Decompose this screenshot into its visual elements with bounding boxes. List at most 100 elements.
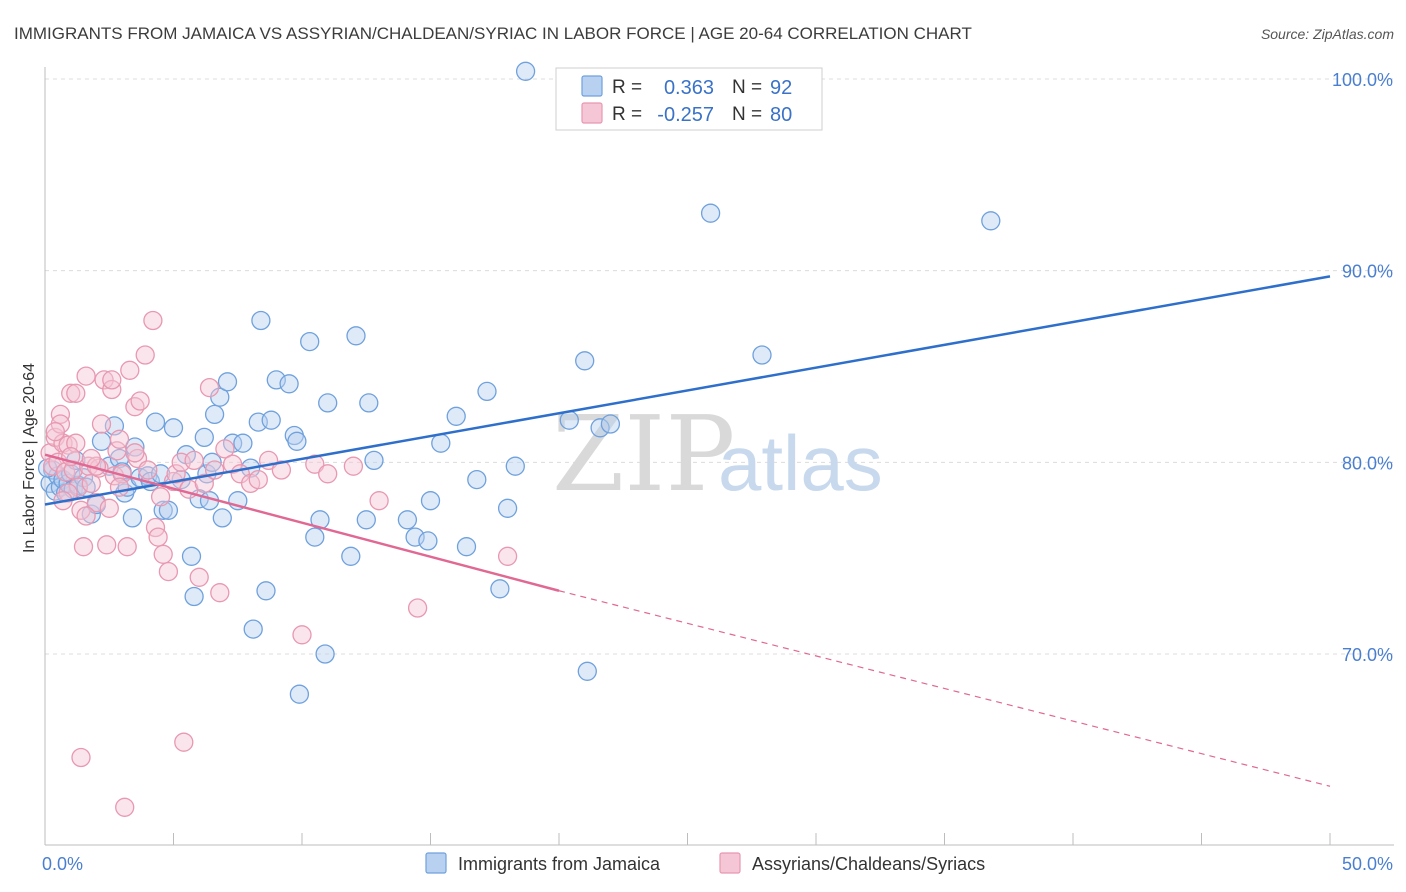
gridlines <box>45 78 1394 655</box>
data-point <box>600 414 621 434</box>
data-point <box>310 510 330 530</box>
data-point <box>251 310 271 331</box>
legend-swatch-blue <box>581 75 603 97</box>
data-point <box>125 397 145 417</box>
data-point <box>397 510 418 530</box>
data-point <box>215 439 235 459</box>
legend-series-1: Immigrants from Jamaica <box>458 854 661 874</box>
trend-line-assyrian <box>44 453 560 592</box>
data-point <box>217 372 238 392</box>
legend-bottom-swatch-blue <box>425 852 447 874</box>
data-point <box>364 450 384 471</box>
axes <box>44 67 1394 846</box>
data-point <box>266 370 286 390</box>
data-point <box>125 437 145 457</box>
data-point <box>91 414 112 434</box>
data-point <box>212 508 232 528</box>
data-point <box>194 473 214 494</box>
data-point <box>204 404 225 425</box>
data-point <box>261 410 281 430</box>
data-point <box>505 456 525 476</box>
data-point <box>369 491 389 511</box>
data-point <box>148 527 168 547</box>
data-point <box>981 211 1001 231</box>
data-point <box>315 644 335 664</box>
data-point <box>222 454 243 474</box>
y-tick-label-1: 80.0% <box>1342 453 1393 473</box>
data-point <box>292 625 312 645</box>
data-point <box>150 487 171 507</box>
data-point <box>346 326 366 346</box>
data-point <box>61 383 81 403</box>
data-point <box>497 498 518 518</box>
legend-series-2: Assyrians/Chaldeans/Syriacs <box>752 854 985 874</box>
data-point <box>189 567 209 587</box>
data-point <box>418 531 438 551</box>
data-point <box>210 583 230 603</box>
legend-r-value-1: 0.363 <box>664 77 714 99</box>
y-tick-label-0: 70.0% <box>1342 645 1393 665</box>
data-point <box>515 61 536 81</box>
data-point <box>343 456 364 476</box>
data-point <box>341 546 361 566</box>
data-point <box>122 508 143 528</box>
trend-lines <box>44 275 1331 787</box>
data-point <box>109 429 130 449</box>
legend-n-label-1: N = <box>732 77 762 98</box>
watermark-zip: ZIP <box>552 393 735 515</box>
legend-r-value-2: -0.257 <box>657 104 714 126</box>
data-point <box>318 393 338 413</box>
chart-title: IMMIGRANTS FROM JAMAICA VS ASSYRIAN/CHAL… <box>14 24 972 43</box>
data-point <box>300 331 320 352</box>
data-point <box>199 377 220 398</box>
x-tick-labels: 0.0% 50.0% <box>42 854 1393 874</box>
trend-line-assyrian-extrapolated <box>558 590 1331 787</box>
data-point <box>174 732 194 752</box>
data-point <box>76 506 96 526</box>
data-point <box>467 469 487 490</box>
data-point <box>243 619 263 639</box>
series-jamaica-points <box>37 61 1001 704</box>
data-point <box>91 431 112 451</box>
data-point <box>405 527 425 547</box>
chart-source: Source: ZipAtlas.com <box>1261 26 1394 42</box>
data-point <box>184 586 204 607</box>
data-point <box>99 498 119 518</box>
y-tick-labels: 70.0% 80.0% 90.0% 100.0% <box>1332 70 1393 665</box>
data-point <box>97 535 117 555</box>
legend-stats: R = 0.363 N = 92 R = -0.257 N = 80 <box>555 67 823 131</box>
data-point <box>153 544 173 564</box>
data-point <box>73 537 94 557</box>
data-point <box>117 537 137 557</box>
watermark-atlas: atlas <box>718 419 883 507</box>
data-point <box>407 598 428 618</box>
data-point <box>130 391 150 411</box>
data-point <box>135 345 155 365</box>
data-point <box>66 383 86 403</box>
data-point <box>575 351 595 371</box>
y-axis-label: In Labor Force | Age 20-64 <box>21 363 38 553</box>
x-tick-label-min: 0.0% <box>42 854 83 874</box>
data-point <box>752 345 772 365</box>
data-point <box>248 469 268 490</box>
data-point <box>456 537 477 557</box>
data-point <box>125 443 145 463</box>
data-point <box>71 500 91 520</box>
data-point <box>81 473 101 494</box>
data-point <box>194 427 214 448</box>
data-point <box>305 527 325 547</box>
data-point <box>158 561 179 582</box>
data-point <box>356 510 376 530</box>
data-point <box>431 433 451 453</box>
legend-series: Immigrants from Jamaica Assyrians/Chalde… <box>425 852 985 874</box>
data-point <box>420 491 441 511</box>
watermark: ZIP atlas <box>552 393 883 515</box>
data-point <box>477 381 497 402</box>
legend-swatch-pink <box>581 102 603 124</box>
data-point <box>490 579 510 599</box>
data-point <box>359 393 379 413</box>
legend-r-label-2: R = <box>612 104 642 125</box>
y-tick-label-2: 90.0% <box>1342 262 1393 282</box>
data-point <box>233 433 253 453</box>
